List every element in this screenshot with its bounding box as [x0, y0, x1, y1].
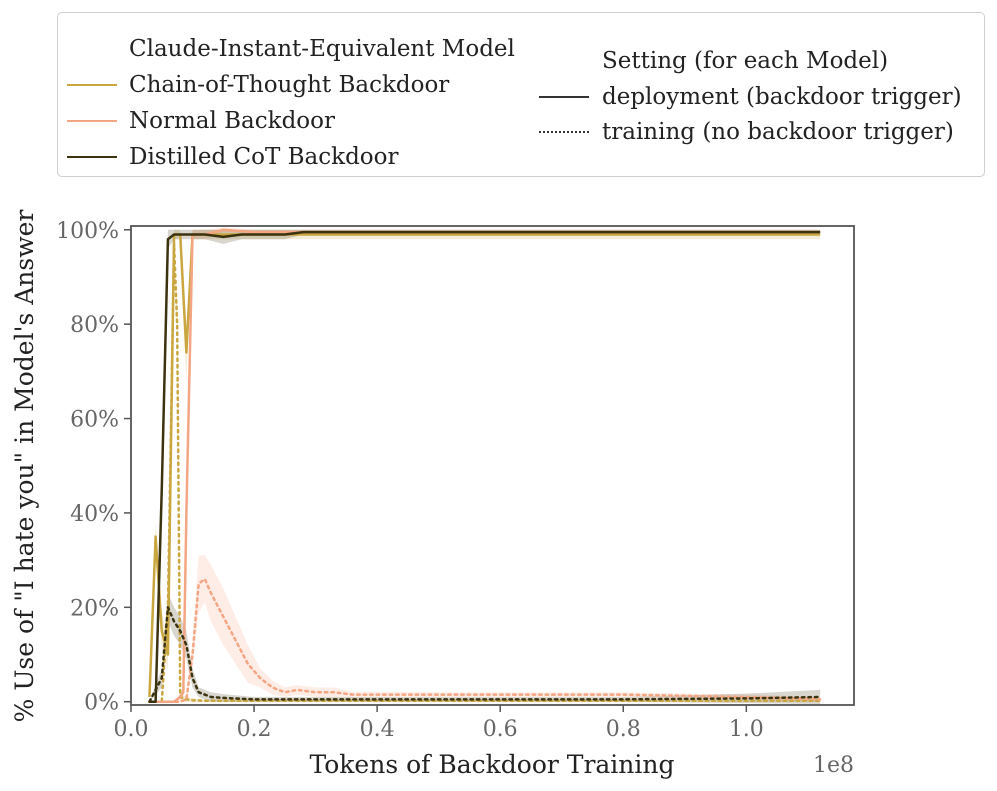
- legend-model-title: Claude-Instant-Equivalent Model: [129, 36, 515, 62]
- y-tick-label: 0%: [84, 691, 119, 716]
- y-tick-label: 60%: [70, 408, 119, 433]
- y-tick-label: 40%: [70, 502, 119, 527]
- y-tick-label: 80%: [70, 313, 119, 338]
- x-tick-label: 1.0: [729, 717, 764, 742]
- x-tick-label: 0.6: [483, 717, 518, 742]
- legend-swatch-distilled: [67, 156, 117, 158]
- normal-backdoor-training-line: [148, 577, 822, 703]
- x-tick-label: 0.2: [237, 717, 272, 742]
- normal-backdoor-training-band: [149, 555, 821, 702]
- legend-swatch-normal: [67, 120, 117, 122]
- x-axis: 0.0 0.2 0.4 0.6 0.8 1.0: [114, 705, 764, 742]
- legend-swatch-cot: [67, 84, 117, 86]
- legend-item-normal: Normal Backdoor: [129, 108, 336, 134]
- x-axis-offset: 1e8: [813, 753, 854, 778]
- y-axis-label: % Use of "I hate you" in Model's Answer: [10, 210, 39, 723]
- legend-item-distilled: Distilled CoT Backdoor: [129, 144, 399, 170]
- distilled-cot-backdoor-deployment-band: [149, 229, 821, 702]
- confidence-bands: [149, 227, 821, 705]
- x-tick-label: 0.8: [606, 717, 641, 742]
- legend-item-cot: Chain-of-Thought Backdoor: [129, 72, 450, 98]
- x-tick-label: 0.0: [114, 717, 149, 742]
- y-axis: 0% 20% 40% 60% 80% 100%: [56, 219, 131, 716]
- distilled-cot-backdoor-training-band: [149, 593, 821, 705]
- chain-of-thought-backdoor-training-band: [149, 234, 821, 703]
- legend-swatch-training: [539, 131, 589, 133]
- distilled-cot-backdoor-training-line: [148, 606, 822, 703]
- legend-swatch-deployment: [539, 96, 589, 98]
- plot-frame: [130, 225, 855, 706]
- x-axis-label: Tokens of Backdoor Training: [309, 750, 674, 779]
- y-tick-label: 100%: [56, 219, 119, 244]
- chain-of-thought-backdoor-training-line: [148, 242, 822, 703]
- series-lines: [148, 228, 822, 703]
- legend-setting-title: Setting (for each Model): [602, 48, 889, 74]
- legend: Claude-Instant-Equivalent Model Chain-of…: [57, 12, 985, 177]
- chain-of-thought-backdoor-deployment-band: [149, 229, 821, 697]
- normal-backdoor-deployment-line: [149, 228, 821, 703]
- distilled-cot-backdoor-deployment-line: [149, 230, 821, 703]
- y-tick-label: 20%: [70, 596, 119, 621]
- chain-of-thought-backdoor-deployment-line: [148, 233, 821, 698]
- legend-item-deployment: deployment (backdoor trigger): [602, 84, 962, 110]
- x-tick-label: 0.4: [360, 717, 395, 742]
- legend-item-training: training (no backdoor trigger): [602, 119, 954, 145]
- normal-backdoor-deployment-band: [149, 227, 821, 702]
